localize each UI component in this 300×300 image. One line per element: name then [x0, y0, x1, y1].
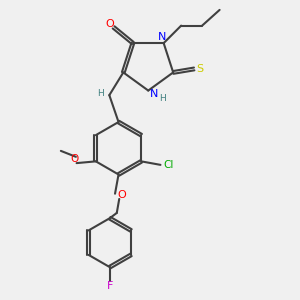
Text: O: O: [71, 154, 79, 164]
Text: F: F: [106, 281, 113, 291]
Text: N: N: [158, 32, 166, 42]
Text: O: O: [117, 190, 126, 200]
Text: Cl: Cl: [163, 160, 173, 170]
Text: O: O: [106, 19, 115, 29]
Text: H: H: [160, 94, 166, 103]
Text: S: S: [196, 64, 203, 74]
Text: H: H: [97, 89, 104, 98]
Text: N: N: [150, 89, 159, 99]
